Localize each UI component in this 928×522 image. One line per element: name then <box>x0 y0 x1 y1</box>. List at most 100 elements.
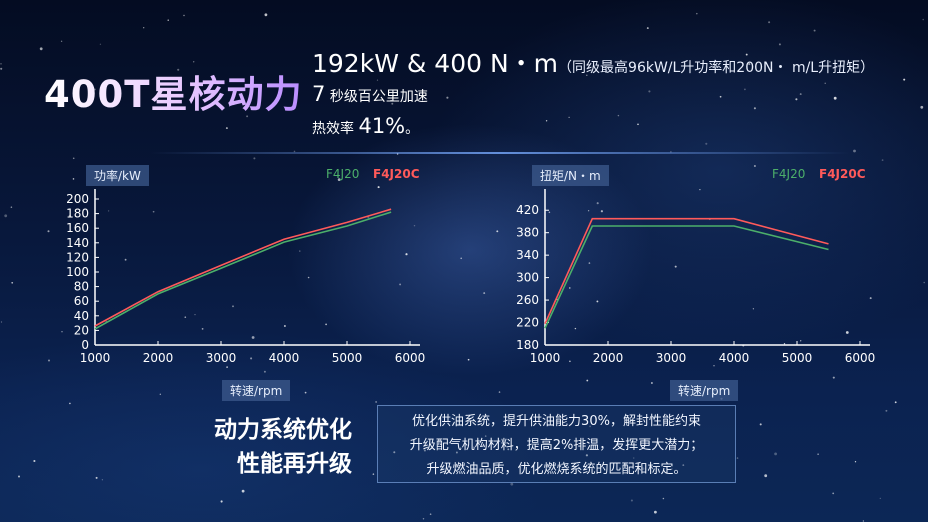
star <box>4 214 8 218</box>
power-series-f4j20c-line <box>94 208 392 327</box>
star <box>568 116 570 119</box>
description-box: 优化供油系统，提升供油能力30%，解封性能约束 升级配气机构材料，提高2%排温，… <box>377 405 736 483</box>
star <box>799 93 802 96</box>
power-ytick-label: 60 <box>74 294 89 308</box>
star <box>293 150 296 153</box>
star <box>646 27 649 30</box>
torque-chart: 180 220 260 300 340 380 420 1000 2000 3000 4000 500… <box>516 189 876 365</box>
power-ylabel: 功率/kW <box>86 165 149 186</box>
star <box>696 12 698 15</box>
star <box>903 78 906 81</box>
torque-ytick-label: 300 <box>516 271 539 285</box>
star <box>498 391 501 393</box>
star <box>817 453 819 455</box>
power-ytick-label: 0 <box>81 338 89 352</box>
star <box>600 210 603 213</box>
torque-series-f4j20-line <box>544 225 829 329</box>
star <box>885 409 888 412</box>
star <box>853 149 856 153</box>
acceleration-spec: 7 秒级百公里加速 <box>312 82 428 106</box>
power-xtick-label: 1000 <box>80 351 111 365</box>
power-ytick-label: 40 <box>74 309 89 323</box>
star <box>795 98 798 101</box>
star <box>11 281 14 284</box>
description-line: 升级配气机构材料，提高2%排温，发挥更大潜力； <box>409 438 704 453</box>
star <box>483 292 486 295</box>
star <box>405 253 408 256</box>
description-line: 优化供油系统，提升供油能力30%，解封性能约束 <box>412 414 701 429</box>
star <box>17 475 21 478</box>
star <box>39 47 43 51</box>
star <box>423 449 426 452</box>
acceleration-value: 7 <box>312 82 326 106</box>
star <box>95 476 98 479</box>
star <box>251 336 255 339</box>
power-torque-value: 192kW & 400 N・m <box>312 49 559 78</box>
star <box>47 359 51 362</box>
torque-xtick-label: 1000 <box>530 351 561 365</box>
star <box>569 360 571 363</box>
torque-ytick-label: 260 <box>516 293 539 307</box>
star <box>869 297 872 300</box>
acceleration-label: 秒级百公里加速 <box>325 89 428 105</box>
star <box>587 210 590 212</box>
star <box>0 62 2 65</box>
star <box>574 327 577 330</box>
star <box>47 230 50 233</box>
subtitle-line1: 动力系统优化 <box>214 417 352 443</box>
power-ytick-label: 200 <box>66 192 89 206</box>
star <box>705 142 708 145</box>
star <box>393 451 396 454</box>
star <box>586 379 589 382</box>
subtitle-line2: 性能再升级 <box>237 451 352 477</box>
power-torque-spec: 192kW & 400 N・m（同级最高96kW/L升功率和200N・ m/L升… <box>312 44 874 80</box>
star <box>824 82 826 84</box>
thermal-efficiency-value: 41% <box>358 114 406 138</box>
star <box>631 438 634 441</box>
star <box>699 188 701 191</box>
star <box>632 457 635 459</box>
star <box>372 473 375 475</box>
torque-xtick-label: 6000 <box>845 351 876 365</box>
torque-ytick-label: 340 <box>516 248 539 262</box>
star <box>774 452 777 456</box>
star <box>304 391 307 394</box>
star <box>68 214 71 217</box>
star <box>778 43 781 46</box>
star <box>167 19 169 21</box>
power-torque-note: （同级最高96kW/L升功率和200N・ m/L升扭矩） <box>558 60 875 76</box>
star <box>719 95 722 98</box>
torque-xtick-label: 5000 <box>782 351 813 365</box>
star <box>862 520 865 522</box>
star <box>143 27 145 29</box>
star <box>759 423 762 426</box>
star <box>768 21 771 24</box>
power-xtick-label: 4000 <box>269 351 300 365</box>
star <box>152 210 155 213</box>
power-ytick-label: 20 <box>74 323 89 337</box>
power-xtick-label: 2000 <box>143 351 174 365</box>
star <box>671 468 673 470</box>
power-legend-f4j20c: F4J20C <box>373 167 420 181</box>
torque-ylabel: 扭矩/N・m <box>532 165 609 186</box>
star <box>650 382 653 384</box>
star <box>177 68 180 71</box>
star <box>510 482 514 486</box>
power-ytick-label: 80 <box>74 280 89 294</box>
star <box>923 281 925 284</box>
star <box>736 457 739 459</box>
star <box>460 257 463 260</box>
star <box>920 105 924 109</box>
star <box>377 186 380 189</box>
star <box>596 202 599 205</box>
star <box>61 330 63 333</box>
power-ytick-label: 160 <box>66 221 89 235</box>
star <box>232 305 234 308</box>
star <box>467 358 470 361</box>
torque-series-f4j20c-line <box>544 217 829 325</box>
star <box>654 510 657 514</box>
thermal-efficiency-label: 热效率 <box>312 121 359 137</box>
star <box>477 61 481 64</box>
star <box>455 451 458 454</box>
